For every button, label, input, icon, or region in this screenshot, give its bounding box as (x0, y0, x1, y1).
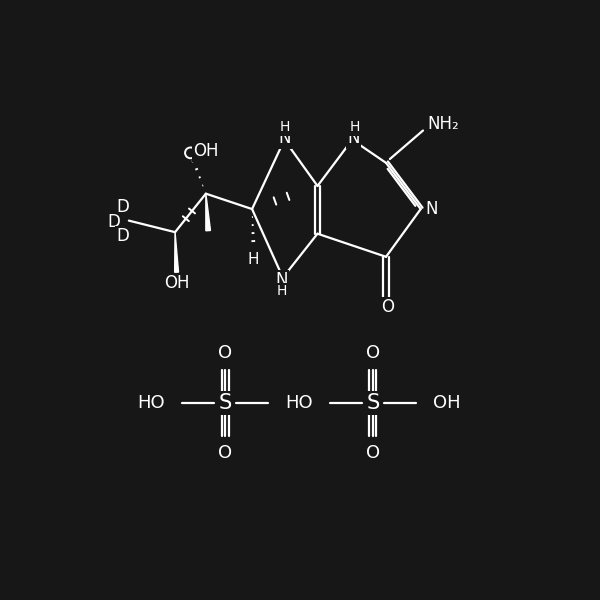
Text: S: S (367, 393, 380, 413)
Text: HO: HO (137, 394, 165, 412)
Polygon shape (206, 194, 211, 231)
Text: H: H (276, 284, 287, 298)
Text: N: N (275, 271, 287, 289)
Text: OH: OH (285, 394, 313, 412)
Text: D: D (107, 213, 120, 231)
Text: O: O (381, 298, 394, 316)
Text: O: O (218, 444, 232, 462)
Text: O: O (366, 344, 380, 362)
Text: OH: OH (164, 274, 190, 292)
Text: OH: OH (433, 394, 461, 412)
Text: H: H (280, 121, 290, 134)
Text: D: D (116, 198, 129, 216)
Text: H: H (349, 121, 359, 134)
Text: OH: OH (193, 142, 218, 160)
Text: O: O (218, 344, 232, 362)
Text: O: O (366, 444, 380, 462)
Text: H: H (248, 251, 259, 266)
Text: S: S (218, 393, 232, 413)
Text: N: N (425, 200, 438, 218)
Text: N: N (278, 129, 290, 147)
Polygon shape (175, 232, 179, 272)
Text: N: N (347, 129, 360, 147)
Text: NH₂: NH₂ (427, 115, 459, 133)
Text: D: D (116, 227, 129, 245)
Text: HO: HO (285, 394, 313, 412)
